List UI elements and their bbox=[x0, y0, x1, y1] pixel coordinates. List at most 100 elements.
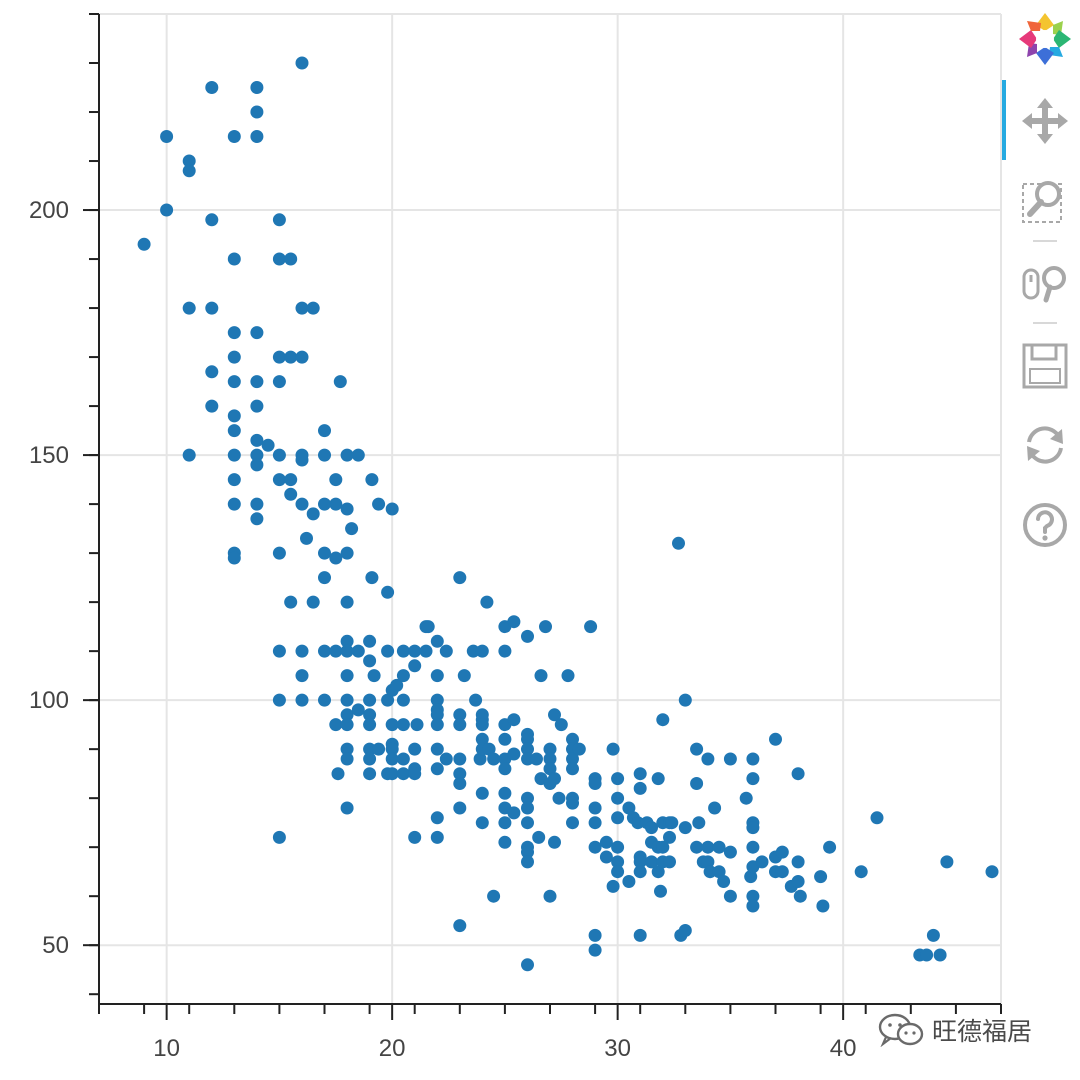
data-point bbox=[430, 811, 444, 825]
data-point bbox=[656, 840, 670, 854]
data-point bbox=[340, 708, 354, 722]
data-point bbox=[250, 105, 264, 119]
data-point bbox=[385, 752, 399, 766]
data-point bbox=[340, 634, 354, 648]
data-point bbox=[340, 752, 354, 766]
data-point bbox=[363, 767, 377, 781]
data-point bbox=[205, 301, 219, 315]
data-point bbox=[703, 865, 717, 879]
data-point bbox=[430, 693, 444, 707]
toolbar-divider bbox=[1033, 240, 1057, 242]
data-point bbox=[543, 889, 557, 903]
data-point bbox=[381, 585, 395, 599]
data-point bbox=[329, 718, 343, 732]
wheel-zoom-icon[interactable] bbox=[1016, 254, 1074, 312]
data-point bbox=[351, 448, 365, 462]
data-point bbox=[645, 855, 658, 869]
data-point bbox=[690, 742, 704, 756]
data-point bbox=[498, 835, 512, 849]
save-icon[interactable] bbox=[1016, 337, 1074, 395]
data-point bbox=[250, 130, 264, 143]
data-point bbox=[606, 879, 620, 893]
data-point bbox=[633, 781, 647, 795]
data-point bbox=[396, 644, 410, 658]
data-point bbox=[365, 571, 379, 585]
data-point bbox=[548, 772, 561, 786]
data-point bbox=[340, 801, 354, 815]
data-point bbox=[295, 669, 309, 683]
data-point bbox=[521, 816, 534, 830]
data-point bbox=[552, 791, 566, 805]
data-point bbox=[345, 522, 359, 536]
data-point bbox=[985, 865, 999, 879]
pan-icon[interactable] bbox=[1016, 92, 1074, 150]
data-point bbox=[306, 301, 320, 315]
watermark-text: 旺德福居 bbox=[932, 1017, 1033, 1046]
data-point bbox=[755, 855, 769, 869]
grid-lines bbox=[99, 13, 1002, 1004]
data-point bbox=[250, 433, 264, 447]
box-zoom-icon[interactable] bbox=[1016, 172, 1074, 230]
data-point bbox=[250, 81, 264, 94]
data-point bbox=[611, 772, 625, 786]
data-point bbox=[430, 830, 444, 844]
data-point bbox=[272, 350, 286, 364]
data-point bbox=[498, 786, 512, 800]
data-point bbox=[430, 762, 444, 776]
data-point bbox=[746, 821, 760, 835]
data-point bbox=[651, 865, 665, 879]
data-point bbox=[295, 350, 309, 364]
data-point bbox=[227, 375, 241, 389]
data-point bbox=[329, 644, 343, 658]
data-point bbox=[599, 850, 613, 864]
data-point bbox=[250, 375, 264, 389]
data-point bbox=[295, 56, 309, 70]
data-point bbox=[548, 835, 561, 849]
data-point bbox=[920, 948, 934, 962]
data-point bbox=[430, 634, 444, 648]
data-point bbox=[588, 816, 602, 830]
data-point bbox=[306, 507, 320, 521]
data-point bbox=[663, 855, 676, 869]
data-point bbox=[453, 801, 467, 815]
data-point bbox=[331, 767, 345, 781]
data-point bbox=[250, 497, 264, 511]
data-point bbox=[507, 806, 521, 820]
bokeh-logo-icon[interactable] bbox=[1016, 10, 1074, 68]
data-point bbox=[408, 830, 422, 844]
data-point bbox=[739, 791, 753, 805]
data-point bbox=[272, 644, 286, 658]
data-point bbox=[539, 620, 552, 634]
data-point bbox=[611, 865, 625, 879]
data-point bbox=[385, 502, 399, 516]
data-point bbox=[340, 448, 354, 462]
data-point bbox=[272, 448, 286, 462]
data-point bbox=[205, 365, 219, 379]
data-point bbox=[656, 713, 670, 727]
data-point bbox=[633, 865, 647, 879]
x-tick-label: 40 bbox=[830, 1035, 857, 1062]
help-icon[interactable] bbox=[1016, 496, 1074, 554]
data-point bbox=[227, 473, 241, 487]
data-point bbox=[182, 448, 196, 462]
data-point bbox=[663, 830, 676, 844]
data-point bbox=[611, 791, 625, 805]
data-point bbox=[272, 693, 286, 707]
data-point bbox=[396, 767, 410, 781]
watermark: 旺德福居 bbox=[878, 1012, 1032, 1048]
data-point bbox=[333, 375, 347, 389]
data-point bbox=[507, 747, 521, 761]
reset-icon[interactable] bbox=[1016, 416, 1074, 474]
data-point bbox=[708, 801, 722, 815]
data-point bbox=[284, 252, 298, 266]
data-point bbox=[439, 644, 453, 658]
data-point bbox=[295, 497, 309, 511]
data-point bbox=[475, 644, 489, 658]
data-point bbox=[521, 801, 534, 815]
data-point bbox=[363, 742, 377, 756]
data-point bbox=[678, 821, 692, 835]
data-point bbox=[933, 948, 947, 962]
data-point bbox=[507, 713, 521, 727]
data-point bbox=[692, 816, 706, 830]
